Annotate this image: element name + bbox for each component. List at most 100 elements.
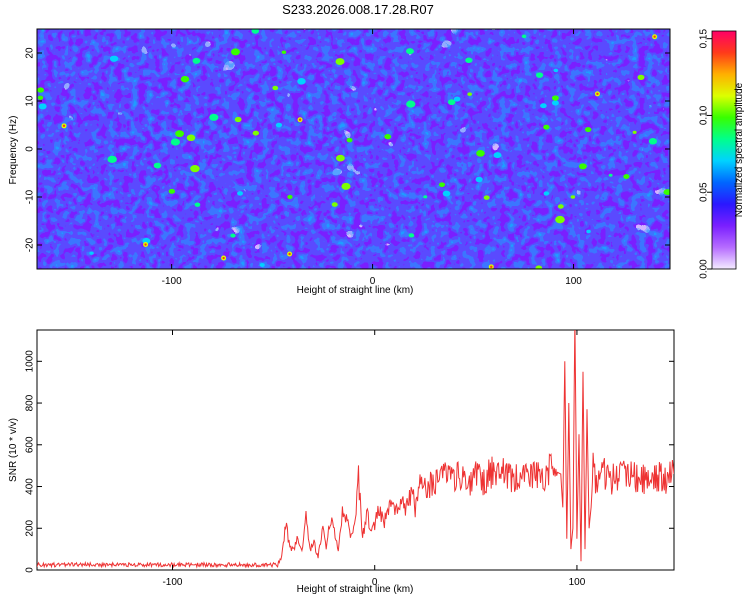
spectrogram-y-tick-label: 10: [25, 95, 36, 107]
spectrogram-hot-spot: [535, 72, 544, 78]
spectrogram-hot-spot: [252, 130, 260, 136]
chart-title: S233.2026.008.17.28.R07: [282, 2, 434, 17]
spectrogram-hot-spot: [543, 191, 550, 196]
spectrogram-hot-spot: [406, 48, 414, 55]
spectrogram-hot-spot: [493, 152, 502, 159]
spectrogram-hot-spot: [272, 85, 279, 91]
spectrogram-hot-spot: [551, 95, 559, 101]
spectrogram-hot-spot: [586, 229, 591, 234]
spectrogram-hot-spot: [438, 182, 446, 188]
spectrogram-hot-spot: [585, 127, 592, 133]
spectrogram-hot-spot: [467, 92, 473, 97]
spectrogram-hot-spot: [521, 34, 527, 39]
spectrogram-hot-spot: [623, 174, 630, 179]
spectrogram-x-tick-label: -100: [162, 276, 182, 287]
spectrogram-y-tick-label: 20: [25, 47, 36, 59]
spectrogram-hot-spot: [335, 58, 345, 66]
spectrogram-hot-spot: [190, 165, 200, 173]
spectrogram-hot-spot: [175, 130, 185, 138]
spectrogram-hot-spot: [230, 48, 240, 56]
spectrogram-field: [37, 29, 670, 269]
spectrogram-hot-spot: [237, 191, 244, 196]
spectrogram-y-tick-label: 0: [25, 146, 36, 152]
snr-panel: -100 0 100 0 200 400 600 800 1000 Height of str…: [8, 329, 675, 595]
spectrogram-hot-spots: [37, 29, 670, 269]
spectrogram-hot-spot: [551, 100, 559, 106]
spectrogram-hot-spot: [109, 55, 119, 62]
colorbar: 0.00 0.05 0.10 0.15 Normalized spectral amp…: [699, 29, 745, 279]
snr-series-line: [37, 330, 674, 569]
colorbar-tick-label: 0.15: [699, 29, 710, 49]
spectrogram-hot-spot: [442, 190, 451, 197]
spectrogram-x-tick-label: 0: [370, 276, 376, 287]
spectrogram-hot-spot: [192, 57, 201, 64]
spectrogram-hot-spot: [38, 103, 47, 110]
spectrogram-hot-spot: [251, 29, 259, 34]
spectrogram-hot-spot: [475, 176, 483, 183]
spectrogram-hot-spot: [234, 116, 242, 123]
spectrogram-hot-spot: [259, 263, 265, 268]
spectrogram-hot-spot: [637, 74, 645, 81]
spectrogram-hot-spot: [578, 163, 587, 170]
snr-x-tick-label: 100: [569, 577, 586, 588]
colorbar-label: Normalized spectral amplitude: [734, 82, 745, 217]
snr-y-tick-label: 0: [25, 567, 36, 573]
spectrogram-hot-spot: [89, 251, 94, 255]
spectrogram-y-tick-label: -20: [25, 237, 36, 252]
spectrogram-hot-spot: [557, 204, 564, 209]
spectrogram-hot-spot: [453, 96, 461, 102]
spectrogram-hot-spot: [406, 100, 416, 108]
spectrogram-hot-spot: [570, 195, 576, 199]
spectrogram-hot-spot: [298, 118, 302, 121]
spectrogram-hot-spot: [62, 124, 66, 128]
spectrogram-hot-spot: [297, 78, 306, 85]
snr-y-tick-label: 400: [25, 478, 36, 495]
spectrogram-hot-spot: [543, 124, 550, 130]
spectrogram-hot-spot: [153, 162, 162, 169]
snr-y-tick-label: 800: [25, 394, 36, 411]
spectrogram-hot-spot: [423, 195, 428, 199]
colorbar-gradient: [711, 30, 737, 270]
colorbar-tick-label: 0.10: [699, 105, 710, 125]
spectrogram-hot-spot: [186, 134, 196, 142]
spectrogram-hot-spot: [608, 173, 613, 177]
spectrogram-hot-spot: [535, 265, 543, 269]
spectrogram-hot-spot: [37, 87, 45, 93]
spectrogram-hot-spot: [596, 92, 599, 96]
spectrogram-hot-spot: [341, 182, 351, 190]
spectrogram-y-label: Frequency (Hz): [8, 116, 19, 185]
spectrogram-hot-spot: [490, 265, 493, 269]
spectrogram-hot-spot: [384, 134, 392, 140]
spectrogram-hot-spot: [170, 138, 181, 146]
spectrogram-hot-spot: [275, 122, 283, 128]
snr-x-tick-label: 0: [372, 577, 378, 588]
snr-x-tick-label: -100: [162, 577, 182, 588]
spectrogram-hot-spot: [465, 57, 473, 64]
colorbar-tick-label: 0.00: [699, 259, 710, 279]
spectrogram-hot-spot: [180, 75, 190, 83]
spectrogram-hot-spot: [346, 137, 353, 143]
spectrogram-hot-spot: [653, 35, 656, 38]
spectrogram-hot-spot: [483, 195, 490, 200]
spectrogram-x-label: Height of straight line (km): [297, 285, 414, 296]
spectrogram-hot-spot: [288, 252, 291, 256]
snr-y-label: SNR (10 * v/v): [8, 418, 19, 482]
spectrogram-hot-spot: [336, 154, 345, 162]
spectrogram-hot-spot: [222, 256, 225, 260]
snr-y-tick-label: 1000: [25, 350, 36, 373]
spectrogram-hot-spot: [540, 103, 547, 109]
spectrogram-hot-spot: [331, 202, 338, 207]
snr-y-tick-label: 200: [25, 519, 36, 536]
spectrogram-hot-spot: [230, 233, 236, 238]
spectrogram-hot-spot: [555, 215, 565, 224]
spectrogram-hot-spot: [663, 189, 670, 196]
spectrogram-hot-spot: [632, 130, 637, 134]
spectrogram-hot-spot: [37, 95, 44, 100]
spectrogram-y-tick-label: -10: [25, 189, 36, 204]
snr-x-label: Height of straight line (km): [297, 584, 414, 595]
spectrogram-hot-spot: [553, 68, 559, 73]
spectrogram-hot-spot: [209, 113, 219, 121]
spectrogram-hot-spot: [408, 233, 415, 238]
